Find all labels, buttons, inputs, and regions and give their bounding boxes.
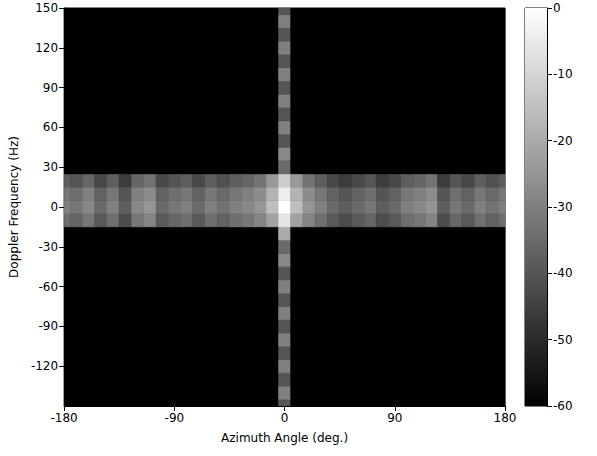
svg-text:-40: -40 (553, 266, 573, 280)
svg-text:0: 0 (553, 1, 561, 15)
svg-text:Azimuth Angle (deg.): Azimuth Angle (deg.) (221, 431, 348, 445)
svg-text:-30: -30 (39, 240, 59, 254)
svg-text:0: 0 (50, 200, 58, 214)
svg-text:30: 30 (43, 160, 58, 174)
svg-text:-120: -120 (31, 359, 58, 373)
svg-text:180: 180 (494, 411, 517, 425)
svg-text:-90: -90 (165, 411, 185, 425)
svg-text:-50: -50 (553, 333, 573, 347)
svg-text:-60: -60 (39, 280, 59, 294)
svg-text:-60: -60 (553, 399, 573, 413)
svg-text:90: 90 (387, 411, 402, 425)
svg-text:-180: -180 (51, 411, 78, 425)
svg-text:90: 90 (43, 81, 58, 95)
svg-text:-20: -20 (553, 134, 573, 148)
svg-text:-10: -10 (553, 67, 573, 81)
svg-text:60: 60 (43, 120, 58, 134)
svg-text:150: 150 (35, 1, 58, 15)
svg-text:-90: -90 (39, 319, 59, 333)
svg-text:-30: -30 (553, 200, 573, 214)
svg-text:120: 120 (35, 41, 58, 55)
svg-text:0: 0 (281, 411, 289, 425)
svg-text:Doppler Frequency (Hz): Doppler Frequency (Hz) (7, 136, 21, 278)
